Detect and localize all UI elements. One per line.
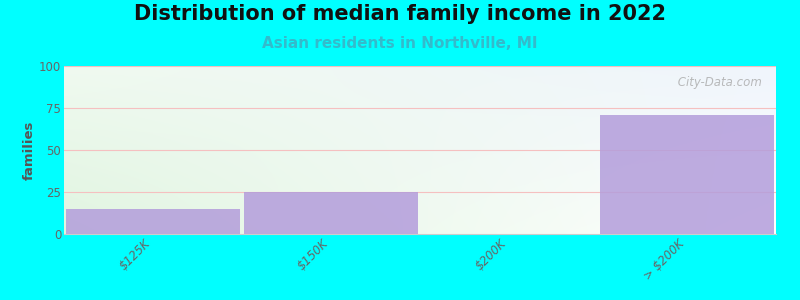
Bar bbox=[244, 192, 418, 234]
Text: Distribution of median family income in 2022: Distribution of median family income in … bbox=[134, 4, 666, 25]
Bar bbox=[600, 115, 774, 234]
Text: City-Data.com: City-Data.com bbox=[674, 76, 762, 89]
Text: Asian residents in Northville, MI: Asian residents in Northville, MI bbox=[262, 36, 538, 51]
Bar bbox=[66, 209, 240, 234]
Y-axis label: families: families bbox=[23, 120, 36, 180]
